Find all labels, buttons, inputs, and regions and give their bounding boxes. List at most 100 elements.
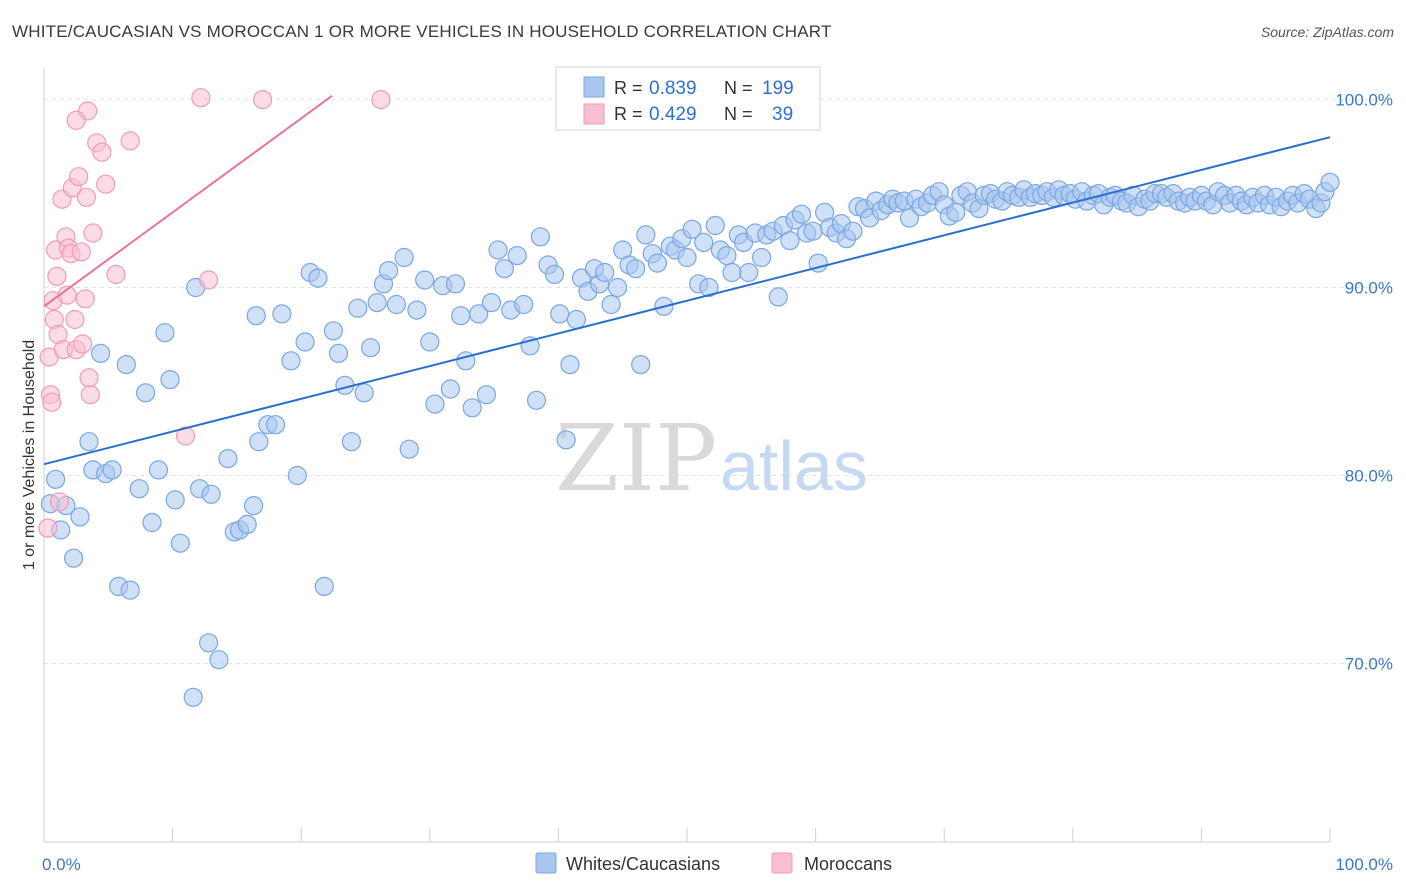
whites-data-point <box>160 370 180 390</box>
whites-data-point <box>803 221 823 241</box>
moroccans-data-point <box>199 270 219 290</box>
moroccans-data-point <box>80 385 100 405</box>
whites-data-point <box>394 247 414 268</box>
bottom-legend-whites: Whites/Caucasians <box>566 854 720 874</box>
whites-data-point <box>218 449 238 469</box>
y-tick-label: 70.0% <box>1345 654 1393 673</box>
whites-data-point <box>899 208 920 228</box>
bottom-legend-moroccans: Moroccans <box>804 854 892 874</box>
whites-data-point <box>791 204 812 224</box>
whites-data-point <box>63 548 84 568</box>
whites-data-point <box>544 264 565 284</box>
whites-data-point <box>102 460 122 480</box>
x-tick-labels: 0.0% 100.0% <box>42 855 1393 874</box>
whites-data-point <box>348 298 368 318</box>
legend-swatch-moroccans <box>583 103 605 125</box>
whites-data-point <box>488 240 508 260</box>
y-tick-labels: 70.0% 80.0% 90.0% 100.0% <box>1335 91 1393 674</box>
whites-data-point <box>705 215 725 236</box>
whites-data-point <box>682 219 702 239</box>
whites-data-point <box>249 432 269 452</box>
moroccans-data-point <box>79 368 99 388</box>
whites-data-point <box>469 304 489 324</box>
whites-data-point <box>165 490 185 510</box>
whites-data-point <box>148 460 169 480</box>
bottom-legend-swatch-moroccans <box>771 852 793 874</box>
whites-data-point <box>155 323 175 343</box>
whites-data-point <box>367 293 387 313</box>
whites-data-point <box>566 309 587 330</box>
whites-data-point <box>843 221 863 241</box>
whites-data-point <box>246 306 266 326</box>
watermark-zip: ZIP <box>555 405 717 512</box>
watermark: ZIP atlas <box>555 405 868 512</box>
moroccans-data-point <box>75 289 95 309</box>
whites-data-point <box>560 355 580 375</box>
y-tick-label: 100.0% <box>1335 91 1393 110</box>
trend-lines <box>43 95 1331 466</box>
whites-data-point <box>136 383 156 403</box>
whites-data-point <box>768 287 788 307</box>
whites-data-point <box>142 512 162 533</box>
whites-data-point <box>476 385 496 405</box>
moroccans-data-point <box>253 89 273 110</box>
whites-data-point <box>70 507 90 527</box>
moroccans-data-point <box>191 88 211 108</box>
chart-source: Source: ZipAtlas.com <box>1260 24 1394 40</box>
whites-data-point <box>129 479 149 499</box>
whites-data-point <box>183 687 203 707</box>
chart-title: WHITE/CAUCASIAN VS MOROCCAN 1 OR MORE VE… <box>12 22 832 41</box>
whites-data-point <box>201 484 221 504</box>
whites-data-point <box>526 390 547 410</box>
whites-data-point <box>415 270 435 290</box>
whites-data-point <box>780 231 800 251</box>
whites-data-point <box>556 430 576 450</box>
x-tick-label: 100.0% <box>1335 855 1393 874</box>
whites-data-point <box>354 383 374 403</box>
moroccans-data-point <box>106 264 126 284</box>
moroccans-data-point <box>65 309 85 330</box>
legend-r-value: 0.839 <box>649 78 697 99</box>
legend-n-value: 39 <box>772 104 793 125</box>
whites-data-point <box>451 306 471 326</box>
grid-lines <box>44 99 1392 664</box>
whites-data-point <box>199 633 219 653</box>
moroccans-data-point <box>49 492 70 512</box>
whites-data-point <box>399 439 419 459</box>
whites-data-point <box>120 580 140 600</box>
whites-data-point <box>445 274 466 294</box>
whites-data-point <box>751 247 772 268</box>
whites-data-point <box>550 304 570 324</box>
moroccans-data-point <box>38 518 58 538</box>
whites-data-point <box>420 332 440 352</box>
whites-data-point <box>625 259 646 279</box>
whites-data-point <box>739 262 759 283</box>
whites-data-point <box>425 394 445 414</box>
whites-data-point <box>440 379 460 399</box>
y-tick-label: 80.0% <box>1345 466 1393 485</box>
moroccans-data-point <box>42 392 62 412</box>
whites-data-point <box>323 321 343 341</box>
whites-data-point <box>647 253 668 273</box>
whites-data-point <box>281 351 301 371</box>
whites-data-point <box>601 294 621 315</box>
whites-data-point <box>79 432 99 452</box>
moroccans-data-point <box>69 167 89 187</box>
whites-trend-line <box>43 136 1331 466</box>
whites-data-point <box>116 355 136 375</box>
whites-data-point <box>45 469 66 489</box>
whites-data-point <box>607 277 628 298</box>
series-moroccans-points <box>38 88 391 538</box>
whites-data-point <box>407 300 427 320</box>
whites-data-point <box>170 533 190 553</box>
watermark-atlas: atlas <box>720 427 868 505</box>
whites-data-point <box>507 246 527 266</box>
whites-data-point <box>595 262 615 283</box>
whites-data-point <box>379 261 399 281</box>
moroccans-data-point <box>76 187 97 207</box>
moroccans-data-point <box>47 266 67 286</box>
whites-data-point <box>514 294 534 315</box>
moroccans-data-point <box>92 142 112 162</box>
whites-data-point <box>717 246 737 266</box>
whites-data-point <box>328 343 349 363</box>
